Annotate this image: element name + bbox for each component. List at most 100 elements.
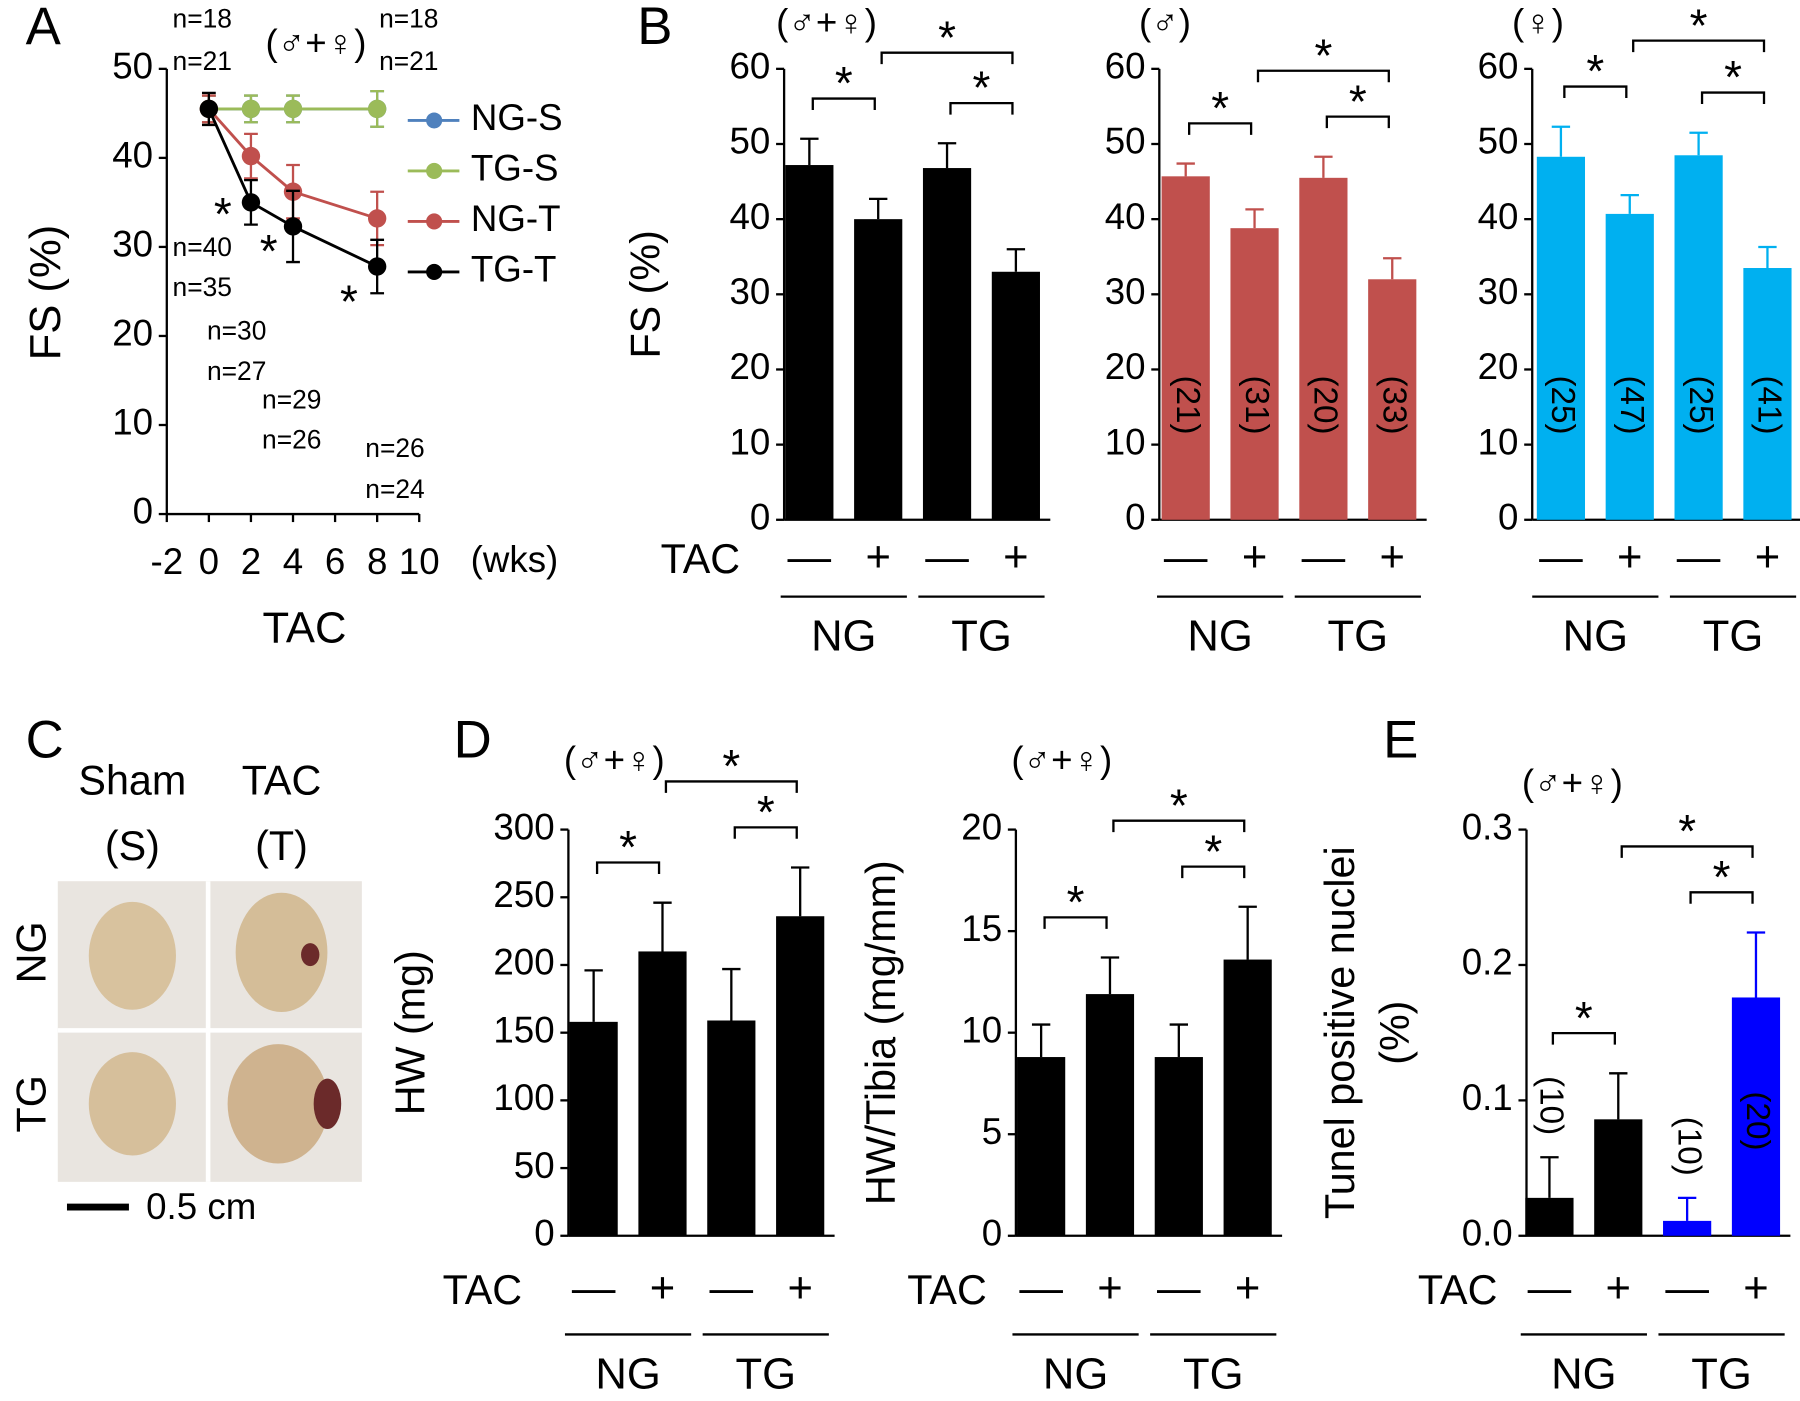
legend-marker xyxy=(426,162,443,179)
x-tick-label: -2 xyxy=(150,541,183,582)
bar xyxy=(1674,155,1723,520)
panel-label: C xyxy=(26,710,64,769)
category-label: + xyxy=(1755,533,1780,581)
significance-bracket xyxy=(733,826,798,839)
y-tick-label: 50 xyxy=(730,121,771,162)
bar xyxy=(1368,279,1417,520)
y-tick-label: 0.3 xyxy=(1462,806,1513,847)
n-label: n=21 xyxy=(379,46,438,76)
category-label: + xyxy=(865,533,890,581)
x-tick-label: 4 xyxy=(283,541,303,582)
category-label: — xyxy=(1677,533,1721,581)
n-label: (49) xyxy=(783,1091,820,1150)
legend-marker xyxy=(426,213,443,230)
series-line xyxy=(207,107,378,220)
error-bar xyxy=(1746,931,1766,998)
significance-star: * xyxy=(722,740,740,792)
error-bar xyxy=(937,142,957,169)
y-tick-label: 5 xyxy=(982,1111,1002,1152)
significance-star: * xyxy=(1170,779,1188,831)
significance-bracket xyxy=(1620,845,1754,858)
significance-bracket xyxy=(595,861,661,875)
data-point xyxy=(241,146,261,166)
significance-bracket xyxy=(1181,865,1246,879)
n-label: (48) xyxy=(1093,1091,1130,1150)
error-bar xyxy=(1100,956,1120,995)
bar xyxy=(854,219,903,520)
bar xyxy=(1085,994,1135,1236)
y-tick-label: 150 xyxy=(493,1009,554,1050)
n-label: (29) xyxy=(577,1099,614,1158)
n-label: (21) xyxy=(1169,375,1206,434)
bar xyxy=(991,271,1040,520)
row-label: TG xyxy=(9,1075,55,1132)
category-label: — xyxy=(1665,1264,1709,1312)
group-label: TG xyxy=(1183,1350,1244,1398)
y-tick-label: 60 xyxy=(1105,46,1146,87)
y-tick-label: 0.1 xyxy=(1462,1077,1513,1118)
bar xyxy=(1663,1220,1712,1236)
error-bar xyxy=(1677,1196,1697,1221)
bar xyxy=(922,168,972,520)
y-tick-label: 0 xyxy=(982,1212,1002,1253)
significance-bracket xyxy=(1632,39,1766,53)
significance-star: * xyxy=(340,275,358,327)
significance-star: * xyxy=(1067,876,1085,928)
x-tick-label: 0 xyxy=(199,541,219,582)
data-point xyxy=(241,193,261,212)
y-tick-label: 200 xyxy=(493,942,554,983)
legend-label: TG-T xyxy=(471,249,557,290)
n-label: (29) xyxy=(1024,1117,1061,1176)
category-label: + xyxy=(1242,533,1267,581)
x-tick-label: 10 xyxy=(399,541,440,582)
panel-label: E xyxy=(1383,710,1418,769)
n-label: (26) xyxy=(1162,1117,1199,1176)
series-line xyxy=(207,108,378,268)
n-label: (45) xyxy=(930,375,967,434)
y-tick-label: 300 xyxy=(493,806,554,847)
group-label: TG xyxy=(1703,613,1764,661)
category-label: + xyxy=(787,1264,812,1312)
bar xyxy=(1154,1057,1203,1236)
row-label: NG xyxy=(9,921,55,983)
data-point xyxy=(199,99,219,119)
x-axis-label: TAC xyxy=(263,605,347,653)
y-tick-label: 250 xyxy=(493,874,554,915)
subtitle: (♂+♀) xyxy=(1011,740,1112,781)
significance-bracket xyxy=(1689,891,1754,904)
category-label: — xyxy=(1528,1264,1572,1312)
category-label: — xyxy=(1164,533,1208,581)
y-tick-label: 0 xyxy=(534,1212,554,1253)
x-tick-label: 2 xyxy=(241,541,261,582)
error-bar xyxy=(1031,1023,1051,1058)
category-label: — xyxy=(572,1264,616,1312)
significance-star: * xyxy=(1211,82,1229,134)
significance-bracket xyxy=(811,97,876,111)
error-bar xyxy=(584,969,603,1022)
n-label: n=29 xyxy=(262,385,321,415)
photo-panel: C Sham TAC (S) (T) NG TG 0.5 cm xyxy=(9,710,362,1227)
y-tick-label: 100 xyxy=(493,1077,554,1118)
n-label: n=26 xyxy=(365,433,424,463)
bar xyxy=(1017,1057,1066,1236)
error-bar xyxy=(722,967,741,1021)
legend-label: TG-S xyxy=(471,148,559,189)
legend-label: NG-T xyxy=(471,198,561,239)
y-tick-label: 10 xyxy=(1105,421,1146,462)
y-axis-label: HW/Tibia (mg/mm) xyxy=(858,860,904,1205)
bar xyxy=(1536,156,1586,520)
y-tick-label: 60 xyxy=(730,46,771,87)
n-label: (48) xyxy=(646,1091,683,1150)
significance-star: * xyxy=(1349,75,1367,127)
significance-bracket xyxy=(664,780,798,793)
heart xyxy=(88,1052,176,1156)
n-label: n=26 xyxy=(262,425,321,455)
category-axis-label: TAC xyxy=(661,536,741,582)
n-label: (49) xyxy=(1231,1091,1268,1150)
error-bar xyxy=(1245,208,1264,229)
y-tick-label: 0.0 xyxy=(1462,1212,1513,1253)
panel-label: B xyxy=(637,0,672,56)
error-bar xyxy=(1314,155,1333,178)
panel-label: A xyxy=(26,0,62,56)
subtitle: (♂+♀) xyxy=(1522,763,1623,804)
